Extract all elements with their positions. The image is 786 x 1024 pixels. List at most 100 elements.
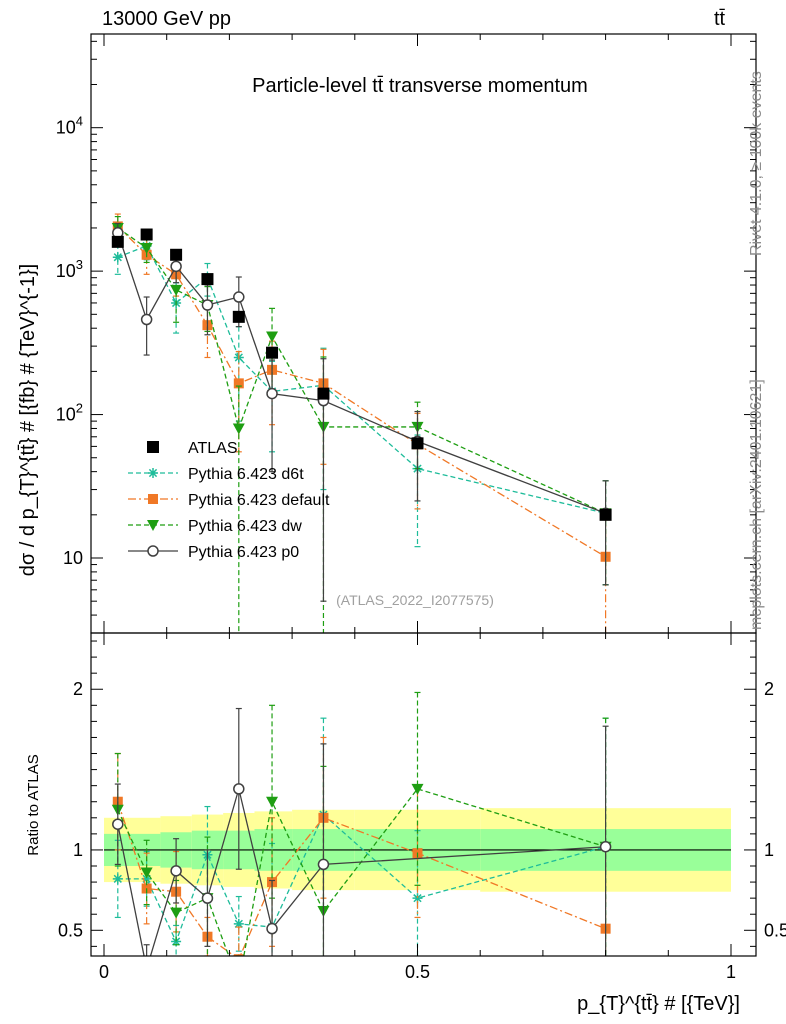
ratio-y-tick-label-right: 1 <box>764 840 774 860</box>
ratio-line <box>117 801 606 956</box>
ratio-point <box>266 796 279 808</box>
legend-entry: Pythia 6.423 default <box>128 492 330 509</box>
error-bar <box>269 359 276 473</box>
error-bar <box>235 385 242 633</box>
ratio-point <box>170 907 183 919</box>
y-tick-label: 103 <box>56 257 83 281</box>
y-axis-label: dσ / d p_{T}^{tt̄} # [{fb} # {TeV}^{-1}] <box>17 264 39 576</box>
ratio-point <box>233 978 245 989</box>
main-series-layer <box>111 213 612 633</box>
legend-marker <box>147 441 159 453</box>
data-point <box>266 387 278 400</box>
atlas-data-point <box>201 273 214 286</box>
data-point <box>170 260 182 273</box>
rivet-version-label: Rivet 4.1.0, ≥ 100k events <box>748 71 765 256</box>
series-pythia-6-423-p0 <box>112 222 612 602</box>
y-tick-exponent: 4 <box>76 114 83 129</box>
data-point <box>140 242 153 254</box>
atlas-data-point <box>111 235 124 248</box>
legend-entry: Pythia 6.423 dw <box>128 518 302 535</box>
ratio-y-tick-label: 1 <box>73 840 83 860</box>
error-bar <box>602 480 609 586</box>
mcplots-label: mcplots.cern.ch [arXiv:2401.10621] <box>748 379 765 630</box>
ratio-point <box>233 954 244 956</box>
process-label: tt̄ <box>714 8 726 30</box>
legend-marker <box>148 468 158 478</box>
legend-label: ATLAS <box>188 440 238 457</box>
ratio-point <box>140 867 153 879</box>
ratio-series-layer <box>111 691 612 989</box>
legend-label: Pythia 6.423 dw <box>188 518 302 535</box>
atlas-data-point <box>266 346 279 359</box>
legend: ATLAS Pythia 6.423 d6t Pythia 6.423 defaul… <box>128 440 330 561</box>
energy-label: 13000 GeV pp <box>102 8 231 30</box>
ratio-point <box>317 858 330 871</box>
data-point <box>140 313 153 326</box>
ratio-error-bar <box>143 944 150 956</box>
data-point <box>112 252 123 263</box>
y-tick-label: 10 <box>63 548 83 568</box>
legend-marker <box>147 520 159 531</box>
atlas-data-point <box>232 310 245 323</box>
legend-entry: ATLAS <box>147 440 238 457</box>
ratio-point <box>233 783 245 795</box>
analysis-id-label: (ATLAS_2022_I2077575) <box>336 592 494 608</box>
error-bar <box>414 410 421 502</box>
error-bar <box>320 356 327 633</box>
ratio-pythia-6-423-p0 <box>112 707 612 974</box>
ratio-point <box>599 840 612 853</box>
x-tick-label: 1 <box>726 962 736 982</box>
atlas-data-point <box>411 437 424 450</box>
data-point <box>201 299 214 311</box>
atlas-data-point <box>317 387 330 400</box>
data-point <box>233 378 244 389</box>
atlas-data-point <box>140 228 153 241</box>
data-point <box>266 331 279 343</box>
series-atlas <box>111 228 612 521</box>
x-tick-label: 0.5 <box>405 962 430 982</box>
y-tick-exponent: 3 <box>76 257 83 272</box>
ratio-point <box>266 922 278 935</box>
ratio-y-tick-label: 0.5 <box>58 920 83 940</box>
y-tick-exponent: 2 <box>76 401 83 416</box>
ratio-point <box>412 893 423 904</box>
axes-layer: 0 0.5 1 10 102 103 104 0.5 0.5 1 1 2 2 <box>56 33 786 982</box>
ratio-panel-frame <box>90 632 757 957</box>
ratio-point <box>171 936 182 947</box>
chart-title: Particle-level tt̄ transverse momentum <box>252 75 588 97</box>
ratio-line <box>117 786 606 956</box>
data-point <box>233 291 245 303</box>
ratio-point <box>112 818 124 830</box>
ratio-point <box>201 892 214 904</box>
ratio-y-tick-label: 2 <box>73 679 83 699</box>
y-tick-label: 104 <box>56 114 83 138</box>
ratio-point <box>170 865 182 877</box>
ratio-point <box>112 873 123 884</box>
ratio-y-tick-label-right: 0.5 <box>764 920 786 940</box>
x-tick-label: 0 <box>99 962 109 982</box>
data-point <box>170 284 183 296</box>
legend-entry: Pythia 6.423 p0 <box>128 544 299 561</box>
legend-marker <box>148 494 158 504</box>
atlas-data-point <box>599 508 612 521</box>
error-bar <box>143 296 150 356</box>
ratio-point <box>233 918 244 929</box>
legend-label: Pythia 6.423 p0 <box>188 544 299 561</box>
ratio-error-bar <box>235 955 242 956</box>
legend-label: Pythia 6.423 default <box>188 492 330 509</box>
ratio-error-bar <box>235 926 242 956</box>
x-axis-label: p_{T}^{tt̄} # [{TeV}] <box>577 993 740 1015</box>
ratio-point <box>141 873 152 884</box>
series-line <box>117 245 606 514</box>
ratio-point <box>411 783 424 795</box>
legend-label: Pythia 6.423 d6t <box>188 466 304 483</box>
atlas-data-point <box>170 248 183 261</box>
ratio-point <box>142 964 152 974</box>
ratio-y-tick-label-right: 2 <box>764 679 774 699</box>
legend-entry: Pythia 6.423 d6t <box>128 466 304 483</box>
ratio-y-axis-label: Ratio to ATLAS <box>25 754 42 855</box>
y-tick-label: 102 <box>56 401 83 425</box>
ratio-line <box>117 788 606 956</box>
legend-marker <box>147 545 159 557</box>
